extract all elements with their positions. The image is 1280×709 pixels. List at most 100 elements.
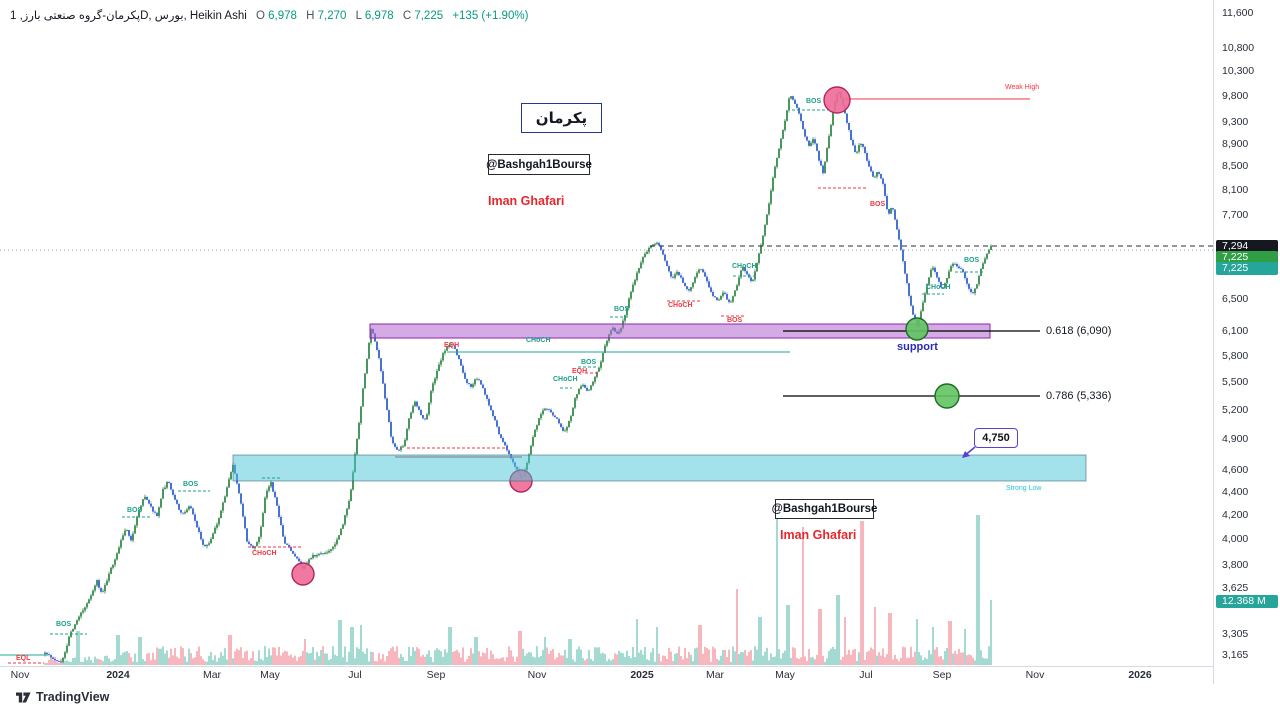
candle-body	[974, 288, 976, 294]
volume-bar	[502, 657, 504, 665]
volume-bar	[304, 639, 306, 665]
tradingview-brand[interactable]: TradingView	[36, 690, 110, 704]
candle-body	[566, 427, 568, 431]
green-support-marker[interactable]	[905, 317, 929, 341]
candle-body	[952, 263, 954, 267]
volume-bar	[934, 649, 936, 665]
volume-bar	[764, 651, 766, 665]
volume-bar	[912, 657, 914, 665]
candle-body	[268, 486, 270, 491]
volume-bar	[642, 654, 644, 665]
volume-bar	[822, 655, 824, 665]
candle-body	[94, 585, 96, 591]
candle-body	[316, 555, 318, 557]
pink-high-marker[interactable]	[823, 86, 851, 114]
candle-body	[920, 311, 922, 320]
candle-body	[698, 269, 700, 273]
candle-body	[626, 307, 628, 316]
price-axis[interactable]: 11,600 10,800 10,300 9,800 9,300 8,900 8,500 8,…	[1213, 0, 1280, 684]
candle-body	[948, 271, 950, 279]
symbol-title[interactable]: پکرمان-گروه صنعتی بارز, 1D, بورس, Heikin…	[10, 10, 247, 22]
volume-bar	[308, 653, 310, 665]
volume-bar	[820, 609, 822, 665]
candle-body	[902, 249, 904, 262]
volume-bar	[326, 653, 328, 665]
candle-body	[426, 414, 428, 420]
candle-body	[848, 122, 850, 131]
volume-bar	[454, 651, 456, 665]
candle-body	[876, 172, 878, 177]
candle-body	[162, 489, 164, 499]
volume-bar	[364, 653, 366, 665]
candle-body	[914, 314, 916, 320]
zone-rectangles[interactable]	[232, 323, 1087, 482]
volume-bar	[936, 647, 938, 665]
markers[interactable]	[291, 86, 976, 586]
candle-body	[988, 250, 990, 254]
candle-body	[68, 636, 70, 646]
volume-bar	[622, 653, 624, 665]
candle-body	[52, 657, 54, 659]
volume-bar	[670, 651, 672, 665]
candle-body	[362, 388, 364, 407]
candle-body	[872, 171, 874, 177]
volume-bar	[168, 657, 170, 665]
volume-bar	[720, 655, 722, 665]
candle-body	[470, 383, 472, 388]
volume-bar	[650, 652, 652, 665]
price-tick-label: 10,300	[1222, 65, 1255, 78]
volume-bar	[296, 660, 298, 665]
volume-bar	[112, 660, 114, 665]
volume-bar	[718, 660, 720, 665]
candle-body	[144, 496, 146, 500]
symbol-header[interactable]: پکرمان-گروه صنعتی بارز, 1D, بورس, Heikin…	[10, 8, 528, 22]
time-axis[interactable]: Nov 2024 Mar May Jul Sep Nov 2025 Mar May Jul Sep No…	[0, 666, 1213, 686]
price-tick-label: 6,500	[1222, 293, 1249, 306]
volume-bar	[626, 650, 628, 665]
green-fib-marker[interactable]	[934, 383, 960, 409]
candle-body	[624, 315, 626, 321]
candle-body	[936, 272, 938, 278]
candle-body	[156, 512, 158, 517]
candle-body	[972, 292, 974, 294]
volume-bar	[558, 652, 560, 665]
volume-bar	[982, 657, 984, 665]
candle-body	[606, 340, 608, 346]
candle-body	[896, 219, 898, 230]
volume-bar	[342, 657, 344, 665]
drawing-lines[interactable]	[0, 98, 1213, 656]
volume-bar	[818, 609, 820, 665]
volume-bar	[284, 650, 286, 665]
candle-body	[862, 144, 864, 147]
candle-body	[120, 540, 122, 548]
candle-body	[416, 401, 418, 407]
volume-bar	[828, 650, 830, 665]
volume-bar	[696, 647, 698, 665]
volume-bar	[914, 651, 916, 665]
candle-body	[418, 406, 420, 410]
volume-bar	[846, 654, 848, 665]
candle-body	[640, 262, 642, 269]
volume-bar	[802, 527, 804, 665]
price-chart-canvas[interactable]	[0, 0, 1213, 666]
candle-body	[190, 506, 192, 509]
volume-bar	[872, 649, 874, 665]
volume-bar	[732, 646, 734, 665]
chart-pane[interactable]: پکرمان @Bashgah1Bourse Iman Ghafari @Bashga…	[0, 0, 1213, 666]
volume-bar	[520, 631, 522, 665]
volume-bar	[564, 649, 566, 665]
volume-bar	[938, 656, 940, 665]
volume-bar	[654, 661, 656, 665]
volume-bar	[770, 653, 772, 665]
volume-bar	[114, 658, 116, 665]
volume-bar	[424, 656, 426, 665]
candle-body	[692, 282, 694, 288]
tradingview-logo-icon[interactable]	[16, 691, 31, 703]
pink-low-marker-1[interactable]	[291, 562, 315, 586]
volume-bar	[390, 648, 392, 665]
volume-bar	[716, 658, 718, 665]
candle-body	[280, 516, 282, 526]
demand-zone-cyan[interactable]	[232, 454, 1087, 482]
volume-bar	[880, 655, 882, 665]
volume-bar	[990, 600, 992, 665]
